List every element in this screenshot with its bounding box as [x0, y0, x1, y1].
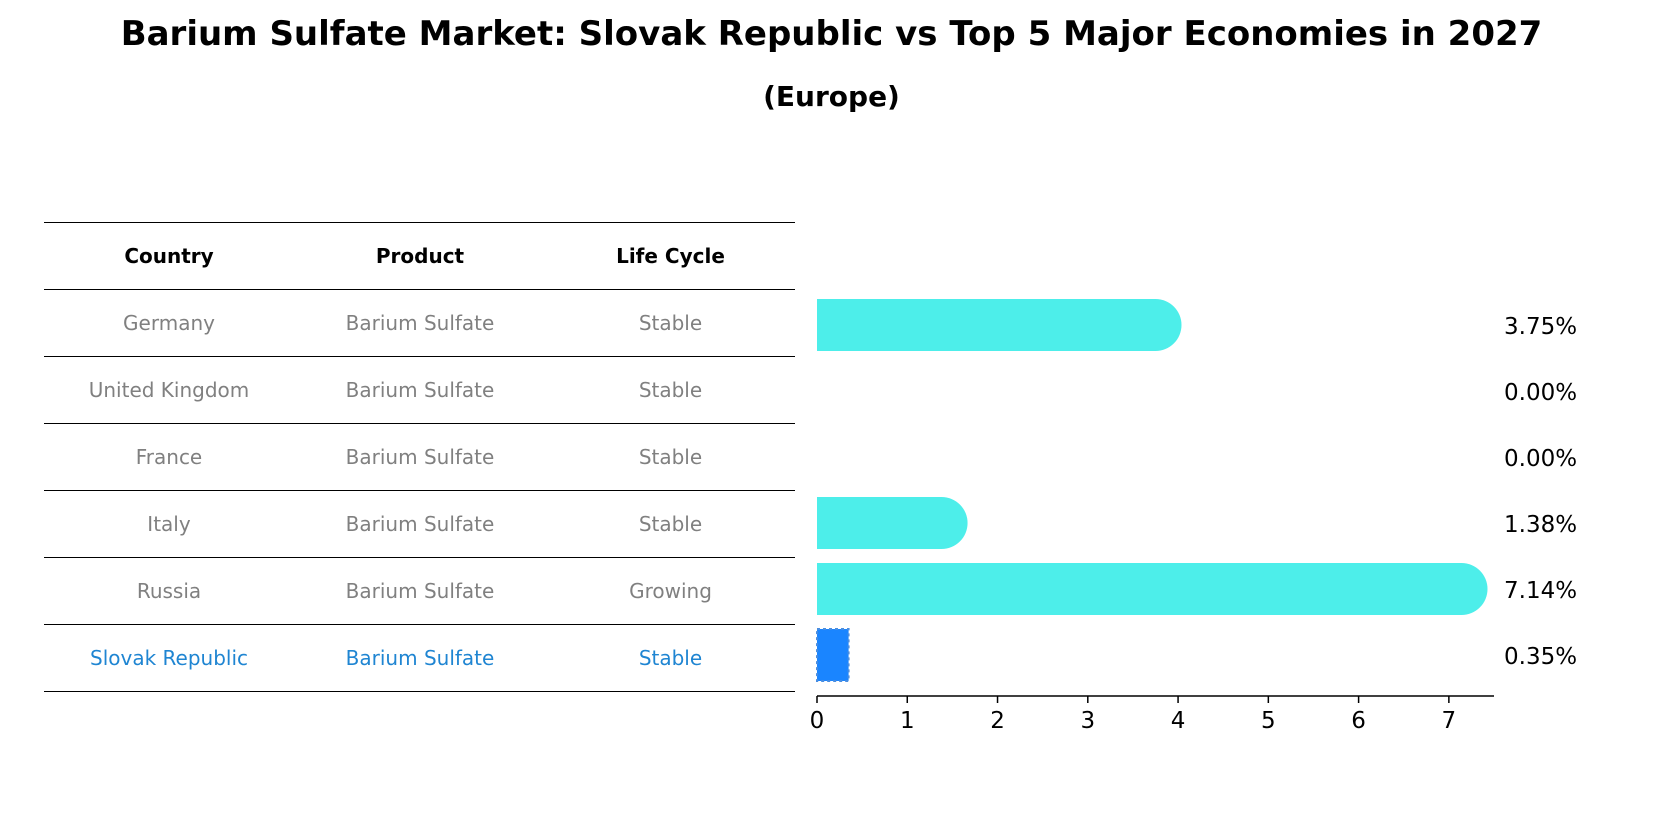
table-cell-country: United Kingdom [88, 378, 250, 402]
table-cell-life-cycle: Stable [638, 311, 703, 335]
bar-russia [817, 563, 1488, 615]
table-row: Russia Barium Sulfate Growing [44, 558, 795, 625]
value-label: 3.75% [1504, 314, 1577, 340]
table-cell-product: Barium Sulfate [345, 378, 495, 402]
table-row: France Barium Sulfate Stable [44, 424, 795, 491]
chart-title: Barium Sulfate Market: Slovak Republic v… [120, 14, 1543, 54]
table-cell-product: Barium Sulfate [345, 512, 495, 536]
x-tick-label: 7 [1442, 708, 1457, 734]
bar-germany [817, 299, 1182, 351]
table-row-highlight: Slovak Republic Barium Sulfate Stable [44, 625, 795, 692]
value-label: 7.14% [1504, 578, 1577, 604]
x-tick-label: 5 [1261, 708, 1276, 734]
table-cell-country: Italy [147, 512, 191, 536]
value-label: 0.00% [1504, 380, 1577, 406]
value-label: 0.00% [1504, 446, 1577, 472]
table-cell-country: Russia [136, 579, 202, 603]
x-tick-label: 6 [1351, 708, 1366, 734]
table-cell-country: Slovak Republic [90, 646, 248, 670]
table-cell-product: Barium Sulfate [345, 646, 495, 670]
chart-subtitle: (Europe) [763, 80, 900, 113]
x-tick-label: 4 [1171, 708, 1186, 734]
table-cell-life-cycle: Stable [638, 646, 703, 670]
table-cell-life-cycle: Stable [638, 512, 703, 536]
table-row: Italy Barium Sulfate Stable [44, 491, 795, 558]
x-tick-label: 0 [810, 708, 825, 734]
bar-slovak-republic [816, 628, 850, 682]
bar-italy [817, 497, 968, 549]
table-cell-product: Barium Sulfate [345, 579, 495, 603]
x-tick-label: 2 [990, 708, 1005, 734]
header-product: Product [375, 244, 465, 268]
table-row: United Kingdom Barium Sulfate Stable [44, 357, 795, 424]
table-cell-country: Germany [123, 311, 215, 335]
table-cell-product: Barium Sulfate [345, 311, 495, 335]
table-row: Germany Barium Sulfate Stable [44, 290, 795, 357]
table-cell-life-cycle: Growing [629, 579, 712, 603]
header-country: Country [124, 244, 214, 268]
table-cell-country: France [135, 445, 203, 469]
value-label: 1.38% [1504, 512, 1577, 538]
header-life-cycle: Life Cycle [616, 244, 725, 268]
data-table: Country Product Life Cycle Germany Bariu… [44, 222, 795, 692]
table-cell-product: Barium Sulfate [345, 445, 495, 469]
value-label: 0.35% [1504, 644, 1577, 670]
table-header-row: Country Product Life Cycle [44, 222, 795, 290]
x-tick-label: 1 [900, 708, 915, 734]
table-cell-life-cycle: Stable [638, 378, 703, 402]
table-cell-life-cycle: Stable [638, 445, 703, 469]
x-tick-label: 3 [1080, 708, 1095, 734]
